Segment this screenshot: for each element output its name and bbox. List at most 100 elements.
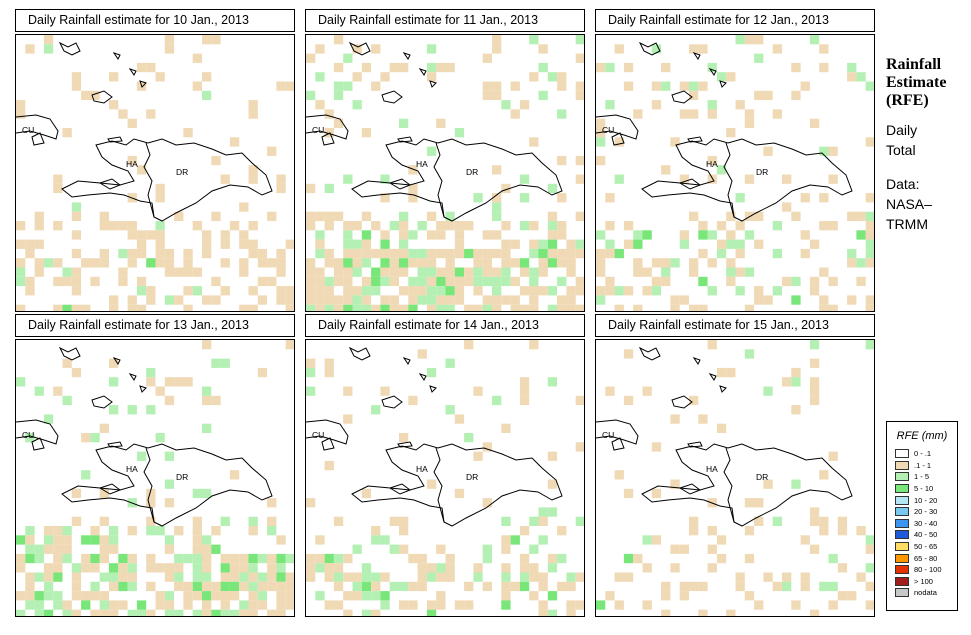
rainfall-cell bbox=[220, 563, 230, 573]
rainfall-cell bbox=[220, 581, 230, 592]
rainfall-cell bbox=[267, 498, 277, 508]
rainfall-cell bbox=[689, 90, 699, 101]
rainfall-cell bbox=[248, 174, 258, 184]
rainfall-cell bbox=[43, 609, 54, 616]
rainfall-cell bbox=[642, 600, 652, 610]
rainfall-cell bbox=[482, 442, 492, 452]
rainfall-cell bbox=[698, 44, 708, 54]
rainfall-cell bbox=[99, 600, 109, 610]
rainfall-cell bbox=[127, 563, 137, 573]
rainfall-cell bbox=[436, 600, 446, 610]
rainfall-cell bbox=[538, 90, 548, 101]
rainfall-cell bbox=[772, 44, 782, 54]
product-title-line: Estimate bbox=[886, 74, 947, 91]
rainfall-cell bbox=[361, 239, 372, 249]
rainfall-cell bbox=[436, 248, 446, 259]
rainfall-cell bbox=[482, 553, 492, 564]
rainfall-cell bbox=[800, 535, 810, 545]
rainfall-cell bbox=[436, 267, 446, 277]
rainfall-cell bbox=[276, 286, 286, 296]
rainfall-cell bbox=[202, 572, 212, 582]
rainfall-cell bbox=[25, 286, 35, 296]
rainfall-cell bbox=[436, 295, 446, 305]
rainfall-cell bbox=[361, 591, 372, 601]
legend-swatch bbox=[895, 518, 909, 528]
rainfall-cell bbox=[408, 395, 418, 406]
rainfall-cell bbox=[763, 572, 773, 582]
rainfall-cell bbox=[679, 174, 689, 184]
rainfall-cell bbox=[34, 239, 44, 249]
rainfall-cell bbox=[529, 304, 539, 311]
rainfall-cell bbox=[707, 286, 717, 296]
rainfall-cell bbox=[371, 286, 381, 296]
rainfall-cell bbox=[501, 267, 511, 277]
rainfall-cell bbox=[276, 295, 286, 305]
rainfall-cell bbox=[371, 248, 381, 259]
rainfall-cell bbox=[501, 423, 511, 433]
rainfall-cell bbox=[333, 553, 344, 564]
legend-swatch bbox=[895, 484, 909, 494]
rainfall-cell bbox=[109, 221, 119, 231]
rainfall-cell bbox=[211, 276, 221, 287]
rainfall-cell bbox=[670, 304, 680, 311]
rainfall-cell bbox=[371, 609, 381, 616]
rainfall-cell bbox=[856, 230, 866, 240]
country-label: CU bbox=[22, 430, 34, 440]
rainfall-cell bbox=[501, 239, 511, 249]
rainfall-cell bbox=[164, 563, 175, 573]
country-border bbox=[143, 447, 155, 523]
rainfall-cell bbox=[707, 340, 717, 350]
rainfall-cell bbox=[501, 221, 511, 231]
rainfall-cell bbox=[735, 267, 745, 277]
rainfall-cell bbox=[538, 44, 548, 54]
rainfall-cell bbox=[651, 100, 662, 110]
rainfall-cell bbox=[267, 609, 277, 616]
rainfall-cell bbox=[174, 553, 184, 564]
rainfall-cell bbox=[482, 248, 492, 259]
coastline bbox=[596, 419, 639, 445]
rainfall-cell bbox=[389, 295, 399, 305]
rainfall-cell bbox=[211, 295, 221, 305]
rainfall-cell bbox=[819, 44, 829, 54]
rainfall-cell bbox=[174, 581, 184, 592]
rainfall-cell bbox=[211, 211, 221, 221]
data-source-line: TRMM bbox=[886, 216, 928, 232]
rainfall-cell bbox=[716, 165, 727, 175]
rainfall-cell bbox=[633, 267, 643, 277]
rainfall-cell bbox=[90, 276, 100, 287]
rainfall-cell bbox=[211, 35, 221, 45]
rainfall-cell bbox=[642, 563, 652, 573]
rainfall-cell bbox=[361, 276, 372, 287]
rainfall-cell bbox=[174, 211, 184, 221]
rainfall-cell bbox=[473, 286, 483, 296]
rainfall-cell bbox=[380, 276, 390, 287]
rainfall-cell bbox=[575, 248, 584, 259]
rainfall-cell bbox=[501, 572, 511, 582]
rainfall-cell bbox=[343, 53, 353, 63]
rainfall-cell bbox=[352, 100, 362, 110]
rainfall-cell bbox=[146, 609, 156, 616]
rainfall-cell bbox=[43, 526, 54, 536]
rainfall-cell bbox=[501, 600, 511, 610]
rainfall-cell bbox=[575, 174, 584, 184]
rainfall-cell bbox=[315, 44, 325, 54]
country-label: DR bbox=[176, 472, 188, 482]
country-label: DR bbox=[466, 167, 478, 177]
rainfall-cell bbox=[538, 248, 548, 259]
rainfall-cell bbox=[417, 248, 427, 259]
rainfall-cell bbox=[633, 109, 643, 119]
country-label: CU bbox=[602, 430, 614, 440]
rainfall-cell bbox=[343, 221, 353, 231]
rainfall-cell bbox=[661, 609, 671, 616]
rainfall-map: CU HA DR bbox=[596, 35, 874, 311]
rainfall-cell bbox=[248, 109, 258, 119]
rainfall-cell bbox=[248, 304, 258, 311]
rainfall-cell bbox=[819, 526, 829, 536]
rainfall-cell bbox=[800, 81, 810, 91]
rainfall-cell bbox=[267, 516, 277, 526]
rainfall-cell bbox=[306, 498, 316, 508]
rainfall-cell bbox=[698, 221, 708, 231]
rainfall-cell bbox=[865, 81, 874, 91]
legend-item: 5 - 10 bbox=[895, 483, 957, 495]
rainfall-cell bbox=[81, 535, 91, 545]
